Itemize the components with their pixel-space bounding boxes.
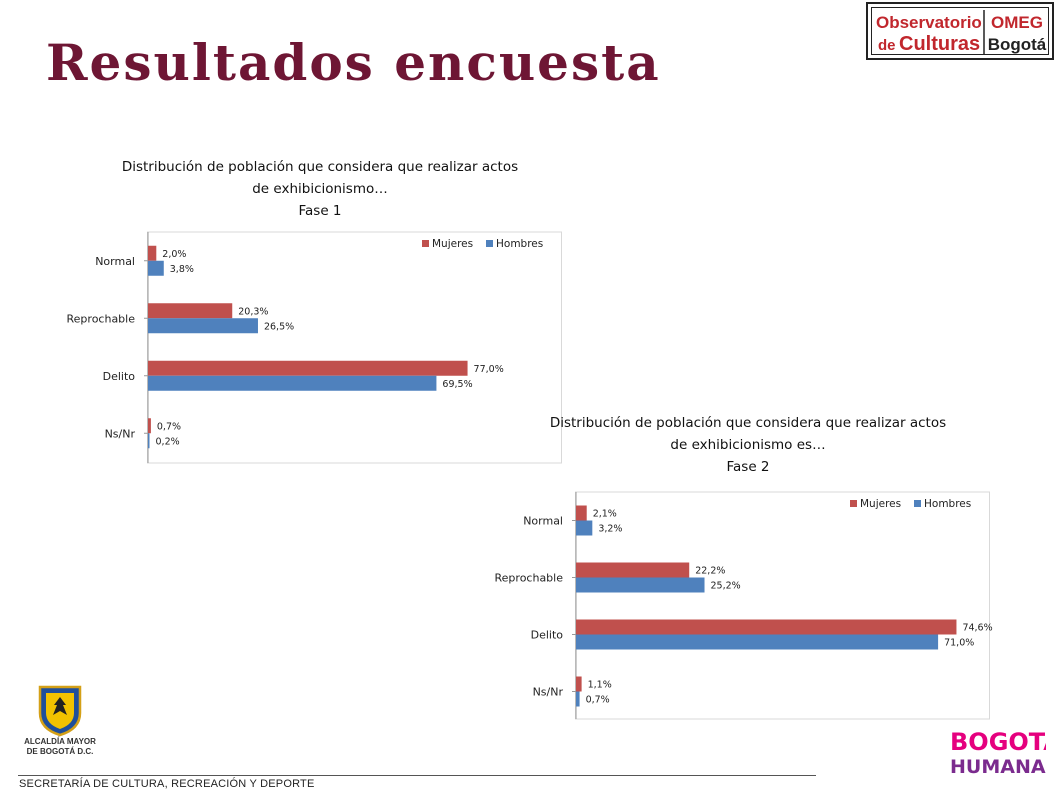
bar: [576, 520, 593, 536]
svg-text:BOGOTÁ: BOGOTÁ: [950, 727, 1046, 756]
bar: [148, 260, 164, 276]
data-label: 20,3%: [238, 306, 268, 317]
chart-title: Distribución de población que considera …: [121, 159, 519, 219]
chart-fase-1: Distribución de población que considera …: [60, 150, 580, 465]
bar: [576, 562, 690, 578]
svg-text:OMEG: OMEG: [991, 13, 1043, 32]
chart-canvas: Normal 2,0% 3,8% Reprochable 20,3% 26,5% Delit…: [67, 231, 562, 464]
data-label: 3,2%: [598, 524, 622, 535]
bar: [148, 418, 151, 434]
data-label: 2,0%: [162, 249, 186, 260]
data-label: 77,0%: [474, 364, 504, 375]
chart-fase-2: Distribución de población que considera …: [488, 410, 1008, 720]
bar: [576, 634, 939, 650]
observatorio-culturas-logo: Observatorio de Culturas OMEG Bogotá: [866, 2, 1054, 60]
data-label: 71,0%: [944, 638, 974, 649]
data-label: 1,1%: [588, 680, 612, 691]
legend-swatch: [850, 500, 857, 507]
svg-text:HUMANA: HUMANA: [950, 756, 1046, 778]
legend-label: Hombres: [924, 498, 971, 510]
bar: [148, 245, 157, 261]
legend-swatch: [422, 240, 429, 247]
category-label: Delito: [103, 370, 136, 383]
svg-text:de: de: [878, 37, 896, 54]
svg-text:Bogotá: Bogotá: [988, 35, 1047, 54]
category-label: Reprochable: [67, 312, 136, 325]
category-label: Normal: [523, 515, 563, 528]
bar: [148, 360, 468, 376]
coat-of-arms-icon: [38, 685, 82, 737]
bar: [148, 375, 437, 391]
data-label: 2,1%: [593, 509, 617, 520]
category-label: Ns/Nr: [533, 686, 564, 699]
footer-text: SECRETARÍA DE CULTURA, RECREACIÓN Y DEPO…: [19, 778, 315, 790]
footer-divider: [18, 775, 816, 776]
category-label: Normal: [95, 255, 135, 268]
svg-text:Observatorio: Observatorio: [876, 13, 982, 32]
chart-canvas: Normal 2,1% 3,2% Reprochable 22,2% 25,2% Delit…: [495, 491, 993, 720]
bar: [148, 433, 150, 449]
bar: [148, 303, 233, 319]
data-label: 0,7%: [586, 695, 610, 706]
category-label: Delito: [531, 629, 564, 642]
category-label: Reprochable: [495, 572, 564, 585]
alcaldia-text-1: ALCALDÍA MAYOR: [24, 737, 96, 746]
bar: [148, 318, 258, 334]
bogota-humana-logo: BOGOTÁ HUMANA: [946, 726, 1058, 783]
data-label: 3,8%: [170, 264, 194, 275]
legend-label: Hombres: [496, 238, 543, 250]
legend-label: Mujeres: [860, 498, 901, 510]
data-label: 0,2%: [156, 436, 180, 447]
bar: [576, 676, 582, 692]
alcaldia-logo: ALCALDÍA MAYOR DE BOGOTÁ D.C.: [18, 683, 102, 757]
plot-area: [575, 491, 990, 720]
data-label: 25,2%: [711, 581, 741, 592]
alcaldia-text-2: DE BOGOTÁ D.C.: [26, 747, 94, 756]
legend-swatch: [914, 500, 921, 507]
data-label: 74,6%: [962, 623, 992, 634]
svg-text:Culturas: Culturas: [899, 33, 980, 55]
data-label: 69,5%: [442, 379, 472, 390]
slide-title: Resultados encuesta: [46, 33, 661, 92]
bar: [576, 691, 580, 707]
category-label: Ns/Nr: [105, 427, 136, 440]
bar: [576, 505, 587, 521]
legend-swatch: [486, 240, 493, 247]
data-label: 26,5%: [264, 321, 294, 332]
chart-title: Distribución de población que considera …: [549, 415, 947, 475]
bar: [576, 577, 705, 593]
legend-label: Mujeres: [432, 238, 473, 250]
data-label: 0,7%: [157, 421, 181, 432]
bar: [576, 619, 957, 635]
data-label: 22,2%: [695, 566, 725, 577]
